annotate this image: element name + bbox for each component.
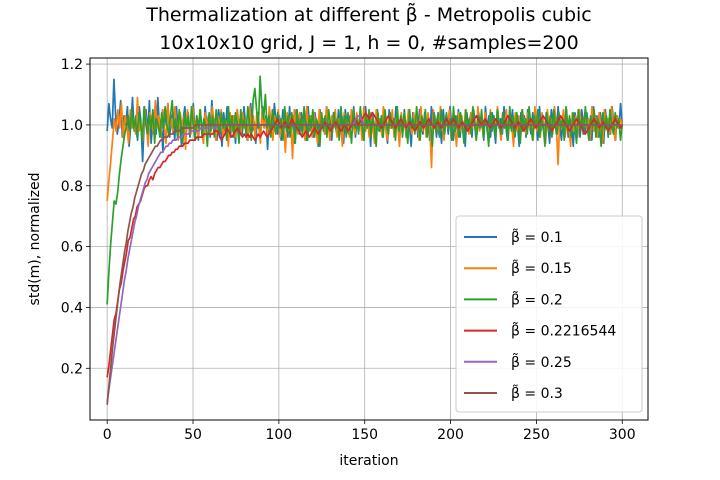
series-lines <box>106 75 624 405</box>
y-tick-label: 0.4 <box>61 300 83 316</box>
x-axis-label: iteration <box>339 453 398 469</box>
series-line-5 <box>106 124 623 405</box>
x-tick-label: 150 <box>351 427 378 443</box>
y-tick-label: 1.2 <box>61 57 83 73</box>
legend-label-2: β̃ = 0.2 <box>511 291 563 309</box>
plot-frame <box>89 57 649 421</box>
legend-label-5: β̃ = 0.3 <box>511 384 563 402</box>
legend-label-0: β̃ = 0.1 <box>511 228 563 246</box>
y-axis: 0.2 0.4 0.6 0.8 1.0 1.2 <box>61 57 90 377</box>
x-tick-label: 200 <box>437 427 464 443</box>
y-tick-label: 0.2 <box>61 361 83 377</box>
x-tick-label: 100 <box>265 427 292 443</box>
y-axis-label: std(m), normalized <box>27 173 43 306</box>
y-tick-label: 0.6 <box>61 240 83 256</box>
x-tick-label: 250 <box>523 427 550 443</box>
chart-subtitle: 10x10x10 grid, J = 1, h = 0, #samples=20… <box>159 32 578 54</box>
legend-label-3: β̃ = 0.2216544 <box>511 322 616 340</box>
legend-box <box>455 215 643 413</box>
series-line-3 <box>106 111 623 378</box>
chart-title: Thermalization at different β̃ - Metropo… <box>145 1 592 26</box>
x-tick-label: 300 <box>609 427 636 443</box>
y-tick-label: 0.8 <box>61 179 83 195</box>
x-tick-label: 0 <box>103 427 112 443</box>
x-axis: 0 50 100 150 200 250 300 <box>103 420 636 443</box>
y-tick-label: 1.0 <box>61 118 83 134</box>
legend: β̃ = 0.1 β̃ = 0.15 β̃ = 0.2 β̃ = 0.2216544 β… <box>455 215 643 413</box>
x-tick-label: 50 <box>184 427 202 443</box>
legend-label-4: β̃ = 0.25 <box>511 353 572 371</box>
legend-label-1: β̃ = 0.15 <box>511 260 572 278</box>
